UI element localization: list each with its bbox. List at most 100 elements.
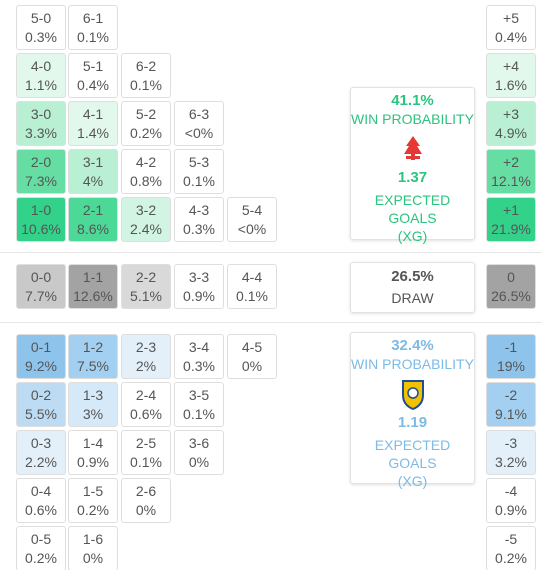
win-probability: 41.1% (391, 92, 434, 109)
score-cell: 3-2 2.4% (121, 197, 171, 242)
score-cell: 1-4 0.9% (68, 430, 118, 475)
score-cell: 1-1 12.6% (68, 264, 118, 309)
probability: 0.3% (183, 221, 215, 237)
score: 1-5 (82, 483, 104, 499)
probability: 0.3% (25, 29, 57, 45)
margin-label: +2 (503, 154, 519, 170)
expected-goals-abbr: (XG) (397, 228, 428, 244)
margin-cell: 0 26.5% (486, 264, 536, 309)
margin-label: -5 (504, 531, 518, 547)
score: 2-4 (135, 387, 157, 403)
probability: 2.2% (25, 454, 57, 470)
margin-cell: +5 0.4% (486, 5, 536, 50)
probability: 0.4% (495, 29, 527, 45)
score: 6-1 (82, 10, 104, 26)
probability: 0.1% (236, 288, 268, 304)
probability-label: WIN PROBABILITY (351, 111, 474, 127)
score: 0-4 (30, 483, 52, 499)
probability: 0.6% (130, 406, 162, 422)
score: 1-0 (30, 202, 52, 218)
margin-label: +1 (503, 202, 519, 218)
score-cell: 6-2 0.1% (121, 53, 171, 98)
score-cell: 2-3 2% (121, 334, 171, 379)
score-cell: 0-4 0.6% (16, 478, 66, 523)
score-cell: 2-1 8.6% (68, 197, 118, 242)
score-cell: 4-5 0% (227, 334, 277, 379)
score-cell: 2-5 0.1% (121, 430, 171, 475)
score: 0-3 (30, 435, 52, 451)
score-cell: 5-0 0.3% (16, 5, 66, 50)
probability: 0% (188, 454, 210, 470)
probability-label: DRAW (391, 290, 434, 306)
summary-box: 26.5% DRAW (350, 262, 475, 313)
score-cell: 2-4 0.6% (121, 382, 171, 427)
probability: 0.1% (77, 29, 109, 45)
score-cell: 2-0 7.3% (16, 149, 66, 194)
score-cell: 2-6 0% (121, 478, 171, 523)
score-cell: 0-1 9.2% (16, 334, 66, 379)
score-cell: 6-3 <0% (174, 101, 224, 146)
probability: 9.1% (495, 406, 527, 422)
separator (0, 322, 542, 323)
probability: 4.9% (495, 125, 527, 141)
probability: 0% (241, 358, 263, 374)
score-cell: 1-5 0.2% (68, 478, 118, 523)
probability: 0.2% (495, 550, 527, 566)
score-cell: 5-4 <0% (227, 197, 277, 242)
score: 5-2 (135, 106, 157, 122)
separator (0, 252, 542, 253)
probability: 4% (82, 173, 104, 189)
score: 1-4 (82, 435, 104, 451)
score: 3-6 (188, 435, 210, 451)
probability: 3% (82, 406, 104, 422)
probability: 2.4% (130, 221, 162, 237)
score: 3-5 (188, 387, 210, 403)
score-cell: 4-4 0.1% (227, 264, 277, 309)
probability: 3.3% (25, 125, 57, 141)
probability: 1.6% (495, 77, 527, 93)
score-cell: 0-2 5.5% (16, 382, 66, 427)
score: 4-5 (241, 339, 263, 355)
score: 5-0 (30, 10, 52, 26)
probability: 0.1% (183, 173, 215, 189)
score: 2-1 (82, 202, 104, 218)
probability: <0% (184, 125, 214, 141)
score-cell: 4-2 0.8% (121, 149, 171, 194)
score: 1-3 (82, 387, 104, 403)
score: 6-2 (135, 58, 157, 74)
probability: 0.8% (130, 173, 162, 189)
score-cell: 4-0 1.1% (16, 53, 66, 98)
probability: 7.3% (25, 173, 57, 189)
score: 0-2 (30, 387, 52, 403)
team-crest (400, 132, 426, 166)
probability: 3.2% (495, 454, 527, 470)
summary-box: 41.1% WIN PROBABILITY 1.37 EXPECTED GOALS (X… (350, 87, 475, 244)
score: 4-1 (82, 106, 104, 122)
score-cell: 0-5 0.2% (16, 526, 66, 570)
expected-goals: 1.19 (397, 414, 428, 431)
probability: 0.3% (183, 358, 215, 374)
probability: 10.6% (21, 221, 61, 237)
score-cell: 3-5 0.1% (174, 382, 224, 427)
score-cell: 1-2 7.5% (68, 334, 118, 379)
probability: 0.1% (130, 77, 162, 93)
probability: 19% (496, 358, 526, 374)
score: 1-1 (82, 269, 104, 285)
score: 5-4 (241, 202, 263, 218)
margin-cell: +4 1.6% (486, 53, 536, 98)
score: 4-0 (30, 58, 52, 74)
score: 3-1 (82, 154, 104, 170)
margin-label: -3 (504, 435, 518, 451)
probability: 0.6% (25, 502, 57, 518)
score-cell: 3-4 0.3% (174, 334, 224, 379)
score: 0-0 (30, 269, 52, 285)
score: 5-1 (82, 58, 104, 74)
score-cell: 4-3 0.3% (174, 197, 224, 242)
margin-label: 0 (507, 269, 515, 285)
score: 0-1 (30, 339, 52, 355)
probability: 12.6% (73, 288, 113, 304)
probability: 7.5% (77, 358, 109, 374)
probability: 0.2% (25, 550, 57, 566)
probability: 21.9% (491, 221, 531, 237)
